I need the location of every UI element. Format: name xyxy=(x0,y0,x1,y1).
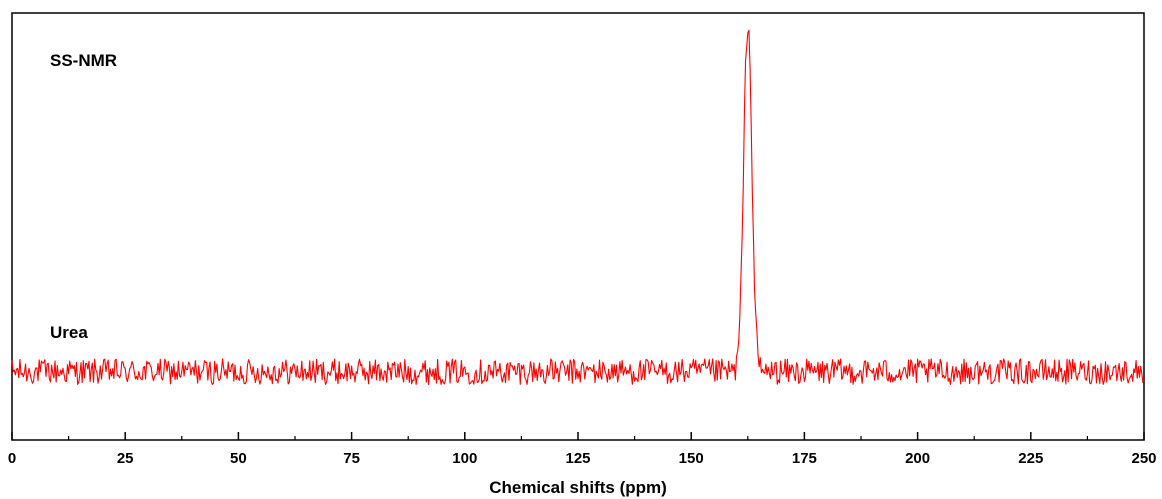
x-tick-label: 0 xyxy=(8,450,16,467)
x-axis-title: Chemical shifts (ppm) xyxy=(489,478,667,497)
x-tick-label: 100 xyxy=(452,450,477,467)
x-tick-label: 150 xyxy=(679,450,704,467)
x-tick-label: 125 xyxy=(565,450,590,467)
x-tick-label: 175 xyxy=(792,450,817,467)
annotation-urea: Urea xyxy=(50,323,88,342)
x-tick-label: 25 xyxy=(117,450,134,467)
x-tick-label: 50 xyxy=(230,450,247,467)
x-axis-tick-labels: 0 25 50 75 100 125 150 175 200 225 250 xyxy=(8,450,1157,467)
x-tick-label: 225 xyxy=(1018,450,1043,467)
x-tick-label: 75 xyxy=(343,450,360,467)
x-axis-ticks xyxy=(11,432,1145,440)
x-tick-label: 200 xyxy=(905,450,930,467)
annotation-ss-nmr: SS-NMR xyxy=(50,51,117,70)
x-tick-label: 250 xyxy=(1131,450,1156,467)
nmr-spectrum-line xyxy=(11,29,1145,385)
